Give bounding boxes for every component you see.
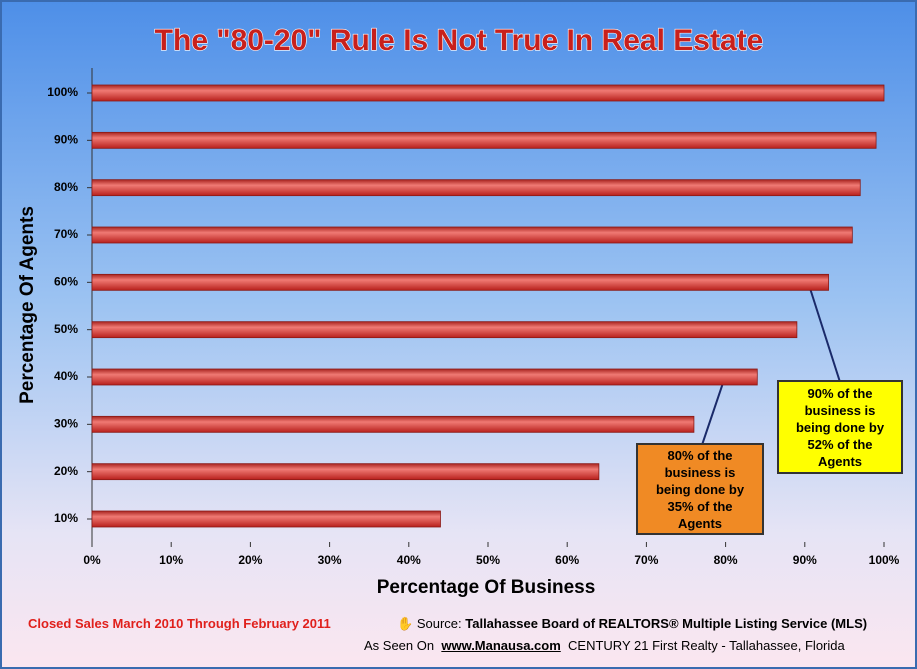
x-tick-label: 80% xyxy=(714,553,738,567)
y-tick-label: 80% xyxy=(54,180,78,194)
bar xyxy=(91,273,829,291)
bar xyxy=(91,321,798,339)
annotation: 80% of the business is being done by 35%… xyxy=(636,443,764,535)
bar xyxy=(91,463,600,481)
footer-source: ✋ Source: Tallahassee Board of REALTORS®… xyxy=(397,616,868,631)
x-tick-label: 90% xyxy=(793,553,817,567)
y-tick-label: 50% xyxy=(54,322,78,336)
bar xyxy=(91,226,853,244)
chart-title: The "80-20" Rule Is Not True In Real Est… xyxy=(155,24,764,57)
x-tick-label: 60% xyxy=(555,553,579,567)
y-tick-label: 60% xyxy=(54,275,78,289)
x-tick-label: 30% xyxy=(318,553,342,567)
y-axis-label: Percentage Of Agents xyxy=(17,206,38,404)
y-tick-label: 30% xyxy=(54,417,78,431)
annotation-arrow xyxy=(701,376,726,446)
annotation: 90% of the business is being done by 52%… xyxy=(777,380,903,474)
y-tick-label: 10% xyxy=(54,511,78,525)
bar xyxy=(91,368,758,386)
footer-period: Closed Sales March 2010 Through February… xyxy=(28,616,331,631)
x-tick-label: 50% xyxy=(476,553,500,567)
y-tick-label: 100% xyxy=(47,85,78,99)
bar xyxy=(91,84,885,102)
x-tick-label: 100% xyxy=(869,553,900,567)
annotation-arrow xyxy=(807,281,841,383)
y-tick-label: 90% xyxy=(54,133,78,147)
x-axis-label: Percentage Of Business xyxy=(377,577,596,598)
y-tick-label: 20% xyxy=(54,464,78,478)
seen-prefix: As Seen On xyxy=(364,638,435,653)
x-tick-label: 70% xyxy=(634,553,658,567)
x-tick-label: 20% xyxy=(238,553,262,567)
y-tick-label: 70% xyxy=(54,227,78,241)
bar xyxy=(91,131,877,149)
bar xyxy=(91,415,695,433)
footer-seen: As Seen On www.Manausa.com CENTURY 21 Fi… xyxy=(364,638,845,653)
bar xyxy=(91,510,441,528)
source-prefix: Source: xyxy=(416,616,462,631)
x-tick-label: 0% xyxy=(83,553,101,567)
source-name: Tallahassee Board of REALTORS® Multiple … xyxy=(465,616,868,631)
x-tick-label: 10% xyxy=(159,553,183,567)
y-tick-label: 40% xyxy=(54,369,78,383)
website[interactable]: www.Manausa.com xyxy=(441,638,561,653)
company: CENTURY 21 First Realty - Tallahassee, F… xyxy=(568,638,845,653)
x-tick-label: 40% xyxy=(397,553,421,567)
bar xyxy=(91,179,861,197)
